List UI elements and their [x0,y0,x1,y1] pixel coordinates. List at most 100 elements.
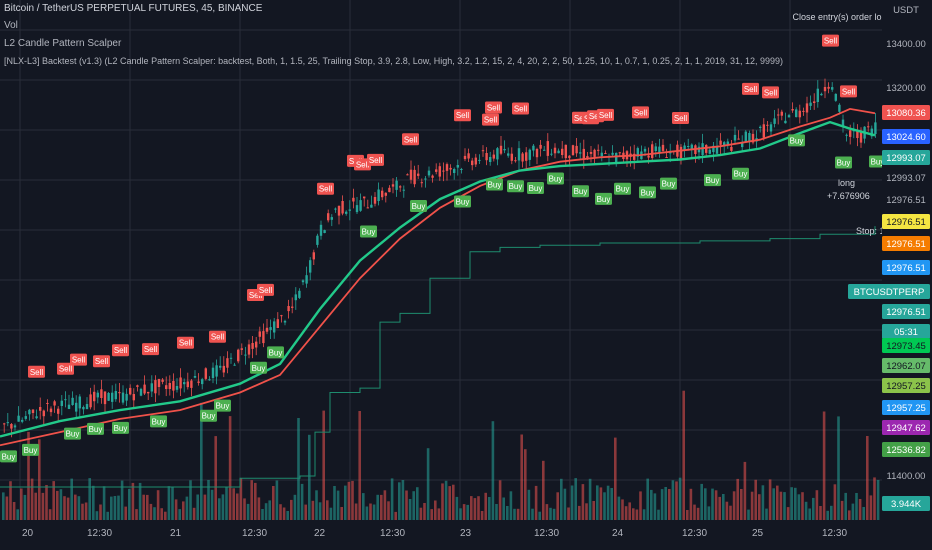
price-axis-label: 12536.82 [882,442,930,457]
volume-bar [624,506,628,520]
candle-body [363,196,366,199]
buy-signal-label: Buy [152,417,166,426]
volume-bar [228,416,232,520]
candle-body [85,404,89,410]
volume-bar [722,494,725,520]
volume-bar [488,497,491,520]
volume-bar [426,448,430,520]
candle-body [618,152,621,154]
ema-lines [0,107,876,447]
svg-text:12976.51: 12976.51 [886,307,926,318]
candle-body [838,104,841,112]
candle-body [809,102,812,106]
candle-body [402,189,405,191]
volume-bar [405,490,408,520]
buy-signal: Buy [614,182,631,195]
volume-bar [732,491,736,520]
price-axis[interactable]: USDT 13400.00 13200.00 13080.36 13024.60 1299… [848,0,932,550]
volume-bar [502,497,505,520]
buy-signal-label: Buy [252,364,266,373]
svg-text:BTCUSDTPERP: BTCUSDTPERP [854,287,925,298]
volume-bar [160,508,163,520]
volume-bar [858,499,862,520]
sell-signal: Sell [142,343,159,356]
volume-bar [596,485,599,520]
candle-body [507,153,510,156]
volume-bar [783,492,786,520]
candle-body [485,153,488,161]
volume-bar [48,509,52,520]
volume-bar [711,488,714,520]
candle-body [276,319,279,328]
sell-signal-label: Sell [574,114,588,123]
volume-bar [599,487,603,520]
price-axis-label: 13024.60 [882,129,930,144]
buy-signal: Buy [267,346,284,359]
volume-bar [311,500,315,520]
indicator-scalper[interactable]: L2 Candle Pattern Scalper [4,38,122,49]
volume-bar [34,492,37,520]
candle-body [233,364,236,366]
candle-body [719,140,722,145]
buy-signal-label: Buy [202,412,216,421]
buy-signal: Buy [112,421,129,434]
price-axis-label: 3.944K [882,496,930,511]
candle-body [712,145,715,153]
sell-signal: Sell [402,133,419,146]
candle-body [751,133,755,143]
price-axis-label: 12976.51 [882,304,930,319]
volume-bar [207,480,210,520]
volume-bar [506,506,509,520]
volume-bar [560,478,563,520]
volume-bar [686,510,689,520]
svg-text:13024.60: 13024.60 [886,132,926,143]
candle-body [550,153,553,155]
candle-body [636,148,639,157]
indicator-backtest[interactable]: [NLX-L3] Backtest (v1.3) (L2 Candle Patt… [4,56,783,66]
candle-body [553,147,557,154]
candle-body [136,385,139,387]
candle-body [564,144,567,159]
indicator-volume[interactable]: Vol [4,20,18,31]
sell-signal-label: Sell [144,345,158,354]
buy-signal: Buy [660,177,677,190]
volume-bar [621,499,624,520]
candle-body [571,145,575,156]
buy-signal: Buy [410,200,427,213]
sell-signal: Sell [762,86,779,99]
long-label: long [838,178,855,188]
price-axis-label: 12973.45 [882,338,930,353]
volume-bar [232,488,235,520]
volume-bar [128,488,131,520]
volume-bar [142,494,145,520]
volume-bar [527,489,531,520]
symbol-title[interactable]: Bitcoin / TetherUS PERPETUAL FUTURES, 45… [4,3,263,14]
price-axis-label: 12993.07 [886,173,926,184]
ema-fast-line [0,120,876,438]
candle-body [813,101,816,103]
svg-text:12957.25: 12957.25 [886,403,926,414]
buy-signal: Buy [595,192,612,205]
sell-signal-label: Sell [259,286,273,295]
candle-body [337,205,341,216]
volume-bar [646,478,649,520]
volume-bar [801,492,804,520]
sell-signal-label: Sell [95,357,109,366]
candle-body [175,386,179,390]
candle-body [795,109,798,118]
candle-body [791,109,794,111]
volume-bar [556,492,559,520]
candle-body [665,157,668,158]
svg-text:12976.51: 12976.51 [886,263,926,274]
volume-bar [185,496,189,520]
volume-bar [279,504,282,520]
svg-text:13400.00: 13400.00 [886,39,926,50]
candle-body [708,149,711,154]
sell-signal: Sell [485,101,502,114]
volume-bar [106,511,109,520]
candle-body [773,118,776,124]
buy-signal: Buy [214,399,231,412]
buy-signal: Buy [507,180,524,193]
